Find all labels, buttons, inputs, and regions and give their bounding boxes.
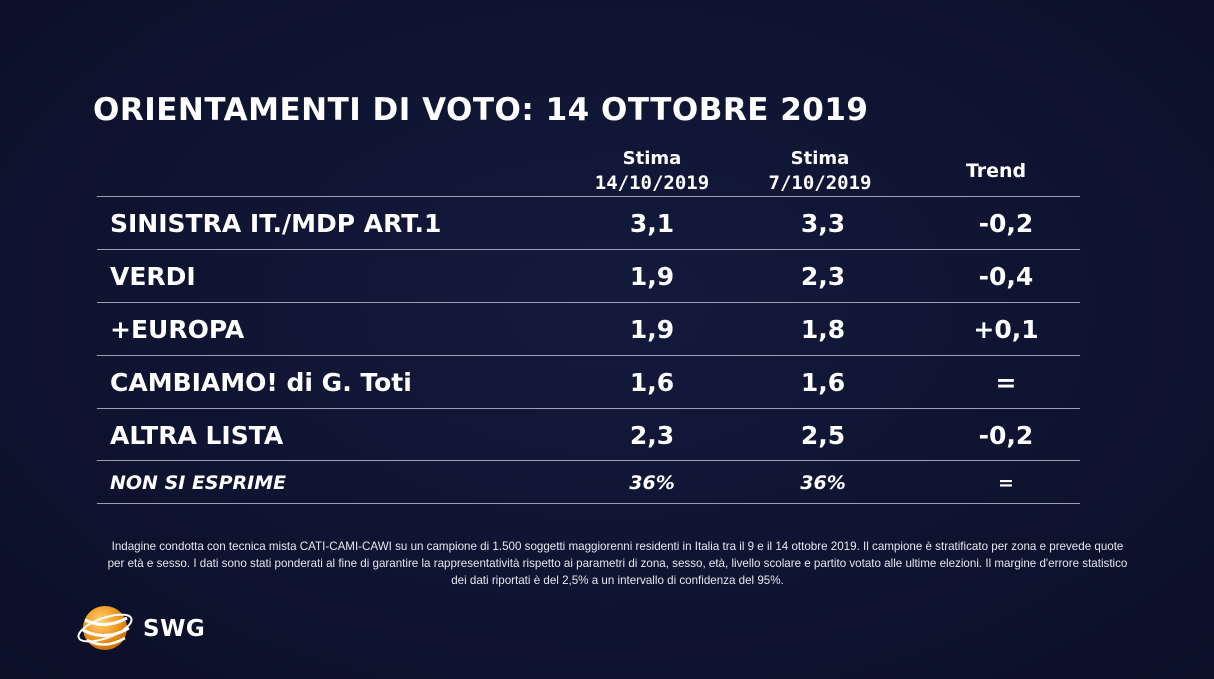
column-header-current: Stima 14/10/2019 [577,147,727,195]
column-header-current-line2: 14/10/2019 [594,172,710,194]
table-rule [97,355,1080,356]
globe-icon [77,606,133,650]
party-name: ALTRA LISTA [110,421,284,450]
column-header-previous: Stima 7/10/2019 [745,147,895,195]
party-name: VERDI [110,262,196,291]
table-row: VERDI 1,9 2,3 -0,4 [97,251,1080,303]
current-value: 2,3 [629,421,675,450]
table-rule [97,249,1080,250]
chart-title: ORIENTAMENTI DI VOTO: 14 OTTOBRE 2019 [93,92,869,128]
party-name: SINISTRA IT./MDP ART.1 [110,209,442,238]
logo-text: SWG [143,616,206,642]
party-name: CAMBIAMO! di G. Toti [110,368,412,397]
swg-logo [77,606,133,650]
column-header-previous-line2: 7/10/2019 [768,172,872,194]
current-value: 1,9 [629,262,675,291]
table-row: NON SI ESPRIME 36% 36% = [97,460,1080,506]
trend-value: -0,2 [978,421,1034,450]
trend-value: -0,4 [978,262,1034,291]
previous-value: 1,8 [800,315,846,344]
party-name: NON SI ESPRIME [110,472,287,494]
previous-value: 2,5 [800,421,846,450]
table-rule [97,196,1080,197]
current-value: 36% [629,472,675,494]
table-rule [97,302,1080,303]
previous-value: 3,3 [800,209,846,238]
table-row: ALTRA LISTA 2,3 2,5 -0,2 [97,410,1080,462]
table-rule [97,408,1080,409]
previous-value: 36% [800,472,846,494]
column-header-current-line1: Stima [622,148,682,169]
trend-value: -0,2 [978,209,1034,238]
current-value: 1,9 [629,315,675,344]
column-header-previous-line1: Stima [790,148,850,169]
current-value: 1,6 [629,368,675,397]
table-rule [97,503,1080,504]
trend-value: = [995,368,1017,397]
current-value: 3,1 [629,209,675,238]
table-row: +EUROPA 1,9 1,8 +0,1 [97,304,1080,356]
table-rule [97,460,1080,461]
table-row: SINISTRA IT./MDP ART.1 3,1 3,3 -0,2 [97,198,1080,250]
table-row: CAMBIAMO! di G. Toti 1,6 1,6 = [97,357,1080,409]
column-header-trend: Trend [965,160,1027,182]
trend-value: +0,1 [973,315,1039,344]
previous-value: 1,6 [800,368,846,397]
trend-value: = [998,472,1014,494]
previous-value: 2,3 [800,262,846,291]
party-name: +EUROPA [110,315,245,344]
methodology-footnote: Indagine condotta con tecnica mista CATI… [107,540,1128,587]
